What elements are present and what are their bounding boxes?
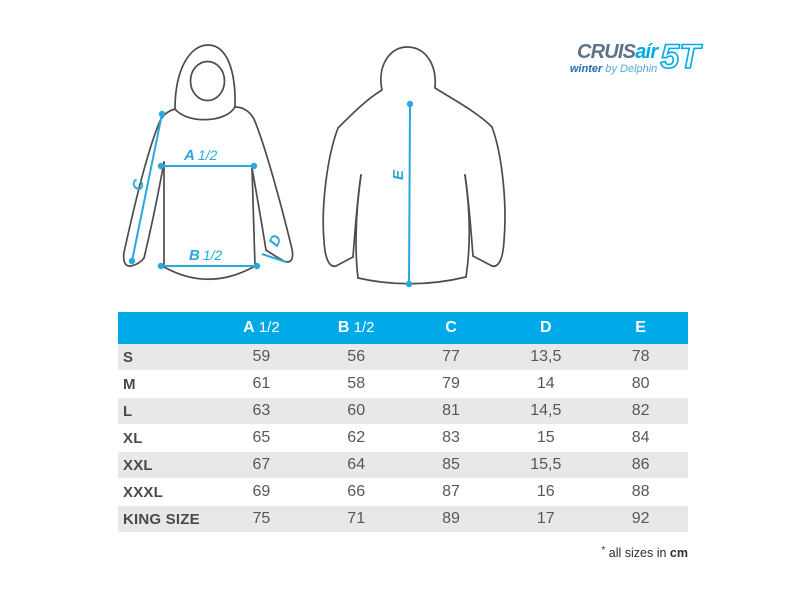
column-header-cell: A 1/2 (243, 319, 280, 336)
size-label-cell: M (123, 375, 136, 393)
brand-logo: CRUISaír winter by Delphin 5T (550, 38, 701, 76)
size-value-cell: 84 (631, 429, 650, 446)
back-jacket-outline (322, 46, 506, 285)
column-header-cell: E (635, 319, 646, 336)
column-header-cell: C (445, 319, 457, 336)
size-value-cell: 69 (252, 483, 271, 500)
size-label-cell: S (123, 348, 134, 366)
size-value-cell: 62 (347, 429, 366, 446)
size-value-cell: 67 (252, 456, 271, 473)
size-value-cell: 61 (252, 375, 271, 392)
size-value-cell: 14 (536, 375, 555, 392)
measurement-label-e: E (390, 169, 407, 180)
brand-name: CRUISaír (577, 41, 658, 63)
front-jacket-diagram: C A 1/2 B 1/2 D (122, 44, 294, 281)
size-value-cell: 63 (252, 402, 271, 419)
size-value-cell: 89 (442, 510, 460, 527)
size-value-cell: 79 (442, 375, 460, 392)
table-row: L 63 60 81 14,5 82 (118, 398, 688, 425)
size-value-cell: 71 (347, 510, 366, 527)
size-value-cell: 87 (442, 483, 460, 500)
table-row: XXXL 69 66 87 16 88 (118, 479, 688, 506)
size-value-cell: 17 (536, 510, 555, 527)
size-value-cell: 65 (252, 429, 271, 446)
table-header-row: A 1/2 B 1/2 C D E (118, 312, 688, 344)
size-value-cell: 16 (536, 483, 555, 500)
brand-tagline: winter by Delphin (569, 63, 658, 75)
brand-model: 5T (660, 38, 701, 76)
size-value-cell: 15 (536, 429, 555, 446)
size-label-cell: XXXL (123, 483, 163, 501)
front-jacket-outline (122, 44, 294, 281)
size-value-cell: 58 (347, 375, 366, 392)
measurement-label-d: D (266, 232, 286, 249)
size-value-cell: 81 (442, 402, 460, 419)
size-value-cell: 13,5 (530, 348, 562, 365)
size-value-cell: 80 (631, 375, 650, 392)
table-row: KING SIZE 75 71 89 17 92 (118, 506, 688, 533)
back-jacket-diagram: E (322, 46, 506, 288)
table-row: M 61 58 79 14 80 (118, 371, 688, 398)
measurement-label-b: B 1/2 (189, 247, 223, 264)
column-header-cell: B 1/2 (337, 319, 375, 336)
size-value-cell: 83 (442, 429, 460, 446)
measurement-e: E (390, 100, 414, 288)
size-value-cell: 82 (631, 402, 650, 419)
size-value-cell: 59 (252, 348, 271, 365)
measurement-b: B 1/2 (157, 247, 261, 270)
table-row: XXL 67 64 85 15,5 86 (118, 452, 688, 479)
size-table: A 1/2 B 1/2 C D E S 59 56 77 13,5 78 M 61 58 79 14 80 L 6… (118, 312, 688, 533)
size-value-cell: 64 (347, 456, 366, 473)
size-label-cell: XL (123, 429, 143, 447)
size-value-cell: 85 (442, 456, 460, 473)
measurement-label-c: C (129, 177, 148, 192)
table-body: S 59 56 77 13,5 78 M 61 58 79 14 80 L 63 60 81 14,5 82 XL 6… (118, 344, 688, 533)
size-value-cell: 77 (442, 348, 460, 365)
size-value-cell: 88 (631, 483, 650, 500)
size-label-cell: XXL (123, 456, 153, 474)
size-label-cell: L (123, 402, 133, 420)
size-value-cell: 56 (347, 348, 366, 365)
size-value-cell: 75 (252, 510, 271, 527)
measurement-c: C (128, 110, 166, 265)
table-row: S 59 56 77 13,5 78 (118, 344, 688, 371)
size-value-cell: 78 (631, 348, 650, 365)
size-value-cell: 66 (347, 483, 366, 500)
size-value-cell: 14,5 (530, 402, 562, 419)
table-row: XL 65 62 83 15 84 (118, 425, 688, 452)
units-footnote: * all sizes in cm (601, 545, 688, 560)
size-value-cell: 86 (631, 456, 650, 473)
size-value-cell: 92 (631, 510, 650, 527)
size-label-cell: KING SIZE (123, 510, 200, 528)
size-value-cell: 15,5 (530, 456, 562, 473)
column-header-cell: D (540, 319, 552, 336)
measurement-label-a: A 1/2 (183, 147, 218, 164)
size-value-cell: 60 (347, 402, 366, 419)
measurement-a: A 1/2 (157, 147, 258, 170)
